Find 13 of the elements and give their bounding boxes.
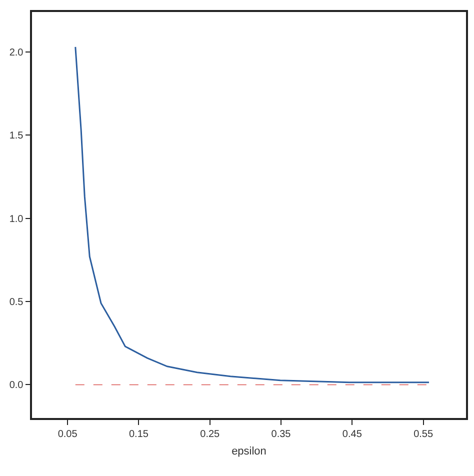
- x-tick-label: 0.45: [342, 428, 362, 440]
- x-tick-label: 0.05: [58, 428, 78, 440]
- y-tick-label: 0.0: [9, 380, 24, 392]
- y-tick-label: 1.5: [9, 130, 24, 142]
- y-tick-label: 1.0: [9, 214, 24, 225]
- y-tick-label: 2.0: [9, 47, 24, 58]
- y-tick-label: 0.5: [9, 297, 24, 308]
- x-tick-label: 0.35: [271, 428, 292, 440]
- x-tick-label: 0.15: [128, 428, 149, 440]
- x-axis-title: epsilon: [232, 445, 266, 458]
- x-tick-label: 0.55: [414, 428, 434, 440]
- line-series: [74, 46, 430, 384]
- x-tick-label: 0.25: [200, 428, 220, 440]
